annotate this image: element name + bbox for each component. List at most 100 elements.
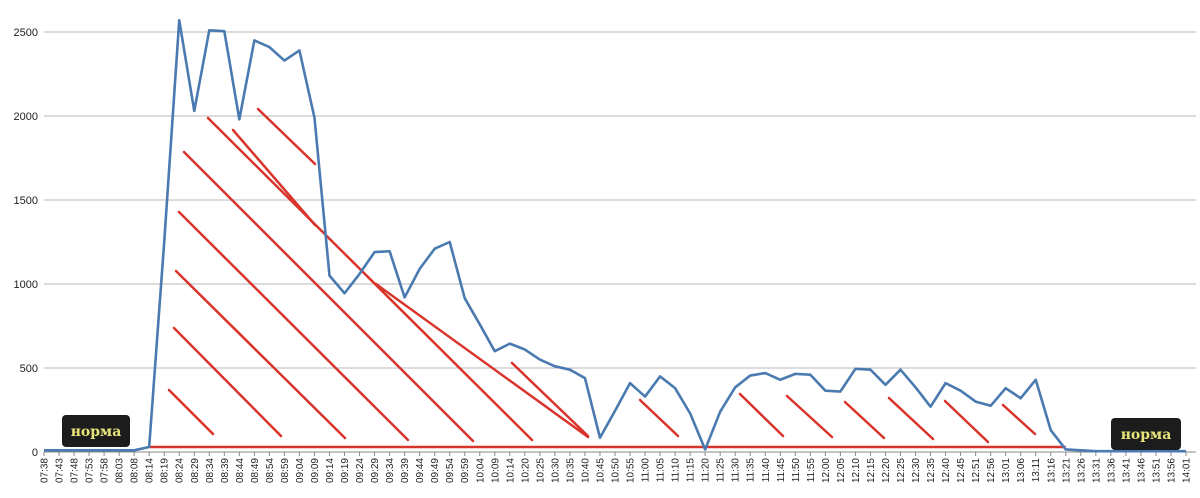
y-tick-label: 500 <box>20 363 38 375</box>
x-tick-label: 11:25 <box>716 458 727 483</box>
x-tick-label: 12:10 <box>851 458 862 483</box>
x-tick-label: 11:15 <box>686 458 697 483</box>
x-tick-label: 11:40 <box>761 458 772 483</box>
x-tick-label: 13:11 <box>1031 458 1042 483</box>
y-tick-label: 1000 <box>14 279 38 291</box>
x-tick-label: 08:34 <box>205 458 216 483</box>
x-tick-label: 09:29 <box>370 458 381 483</box>
x-tick-label: 13:31 <box>1091 458 1102 483</box>
x-tick-label: 13:26 <box>1076 458 1087 483</box>
x-tick-label: 09:44 <box>415 458 426 483</box>
x-tick-label: 11:55 <box>806 458 817 483</box>
y-tick-label: 0 <box>32 447 38 459</box>
x-tick-label: 11:30 <box>731 458 742 483</box>
x-tick-label: 13:56 <box>1166 458 1177 483</box>
hatch-stroke <box>182 150 475 443</box>
x-tick-label: 14:01 <box>1182 458 1193 483</box>
x-tick-label: 13:41 <box>1121 458 1132 483</box>
x-tick-label: 10:45 <box>595 458 606 483</box>
x-tick-label: 11:45 <box>776 458 787 483</box>
hatch-stroke <box>206 116 534 442</box>
hatch-stroke <box>177 210 410 442</box>
x-tick-label: 09:09 <box>310 458 321 483</box>
x-axis-ticks: 07:38 07:43 07:48 07:53 07:58 08:03 08:08 08:14… <box>40 452 1193 483</box>
x-tick-label: 12:20 <box>881 458 892 483</box>
x-tick-label: 13:06 <box>1016 458 1027 483</box>
x-tick-label: 08:39 <box>220 458 231 483</box>
x-tick-label: 09:04 <box>295 458 306 483</box>
x-tick-label: 12:51 <box>971 458 982 483</box>
x-tick-label: 09:24 <box>355 458 366 483</box>
x-tick-label: 09:14 <box>325 458 336 483</box>
y-axis-ticks: 0 500 1000 1500 2000 2500 <box>14 27 38 459</box>
hatch-stroke <box>167 388 215 436</box>
x-tick-label: 13:36 <box>1106 458 1117 483</box>
x-tick-label: 12:40 <box>941 458 952 483</box>
hatch-stroke <box>785 394 834 439</box>
x-tick-label: 10:35 <box>565 458 576 483</box>
norm-badge-label: норма <box>71 424 122 440</box>
hatch-stroke <box>510 361 590 438</box>
norm-badge-right: норма <box>1111 418 1181 450</box>
x-tick-label: 08:03 <box>115 458 126 483</box>
x-tick-label: 12:56 <box>986 458 997 483</box>
x-tick-label: 07:58 <box>100 458 111 483</box>
hatch-stroke <box>638 398 680 438</box>
y-tick-label: 1500 <box>14 195 38 207</box>
hatch-stroke <box>1001 403 1037 436</box>
x-tick-label: 12:30 <box>911 458 922 483</box>
hatch-stroke <box>843 400 886 440</box>
x-tick-label: 10:55 <box>626 458 637 483</box>
x-tick-label: 11:50 <box>791 458 802 483</box>
x-tick-label: 13:21 <box>1061 458 1072 483</box>
x-tick-label: 08:59 <box>280 458 291 483</box>
x-tick-label: 09:34 <box>385 458 396 483</box>
x-tick-label: 12:05 <box>836 458 847 483</box>
y-tick-label: 2000 <box>14 111 38 123</box>
x-tick-label: 12:15 <box>866 458 877 483</box>
x-tick-label: 13:51 <box>1151 458 1162 483</box>
hatch-stroke <box>738 392 785 438</box>
x-tick-label: 08:49 <box>250 458 261 483</box>
annotations: норма норма <box>62 415 1181 450</box>
x-tick-label: 09:49 <box>430 458 441 483</box>
x-tick-label: 09:39 <box>400 458 411 483</box>
norm-badge-left: норма <box>62 415 130 447</box>
x-tick-label: 08:54 <box>265 458 276 483</box>
x-tick-label: 10:09 <box>490 458 501 483</box>
x-tick-label: 10:04 <box>475 458 486 483</box>
x-tick-label: 10:14 <box>505 458 516 483</box>
series-line <box>44 18 1186 453</box>
x-tick-label: 11:00 <box>641 458 652 483</box>
hatch-stroke <box>172 326 283 438</box>
x-tick-label: 07:43 <box>55 458 66 483</box>
x-tick-label: 07:53 <box>85 458 96 483</box>
x-tick-label: 08:29 <box>190 458 201 483</box>
gridlines <box>44 31 1196 369</box>
x-tick-label: 10:30 <box>550 458 561 483</box>
x-tick-label: 09:59 <box>460 458 471 483</box>
hatch-stroke <box>256 107 317 166</box>
hatch-stroke <box>887 396 935 441</box>
x-tick-label: 11:35 <box>746 458 757 483</box>
x-tick-label: 13:46 <box>1136 458 1147 483</box>
x-tick-label: 10:25 <box>535 458 546 483</box>
x-tick-label: 10:40 <box>580 458 591 483</box>
x-tick-label: 08:24 <box>175 458 186 483</box>
x-tick-label: 13:16 <box>1046 458 1057 483</box>
x-tick-label: 12:45 <box>956 458 967 483</box>
norm-badge-box <box>1111 418 1181 450</box>
x-tick-label: 08:19 <box>160 458 171 483</box>
x-tick-label: 07:48 <box>70 458 81 483</box>
x-tick-label: 08:44 <box>235 458 246 483</box>
hatch-stroke <box>943 399 990 444</box>
x-tick-label: 12:35 <box>926 458 937 483</box>
y-tick-label: 2500 <box>14 27 38 39</box>
excess-hatching <box>167 107 1037 444</box>
x-tick-label: 08:14 <box>145 458 156 483</box>
x-tick-label: 07:38 <box>40 458 51 483</box>
x-tick-label: 11:20 <box>701 458 712 483</box>
series-group <box>44 18 1186 453</box>
hatch-stroke <box>374 282 590 439</box>
